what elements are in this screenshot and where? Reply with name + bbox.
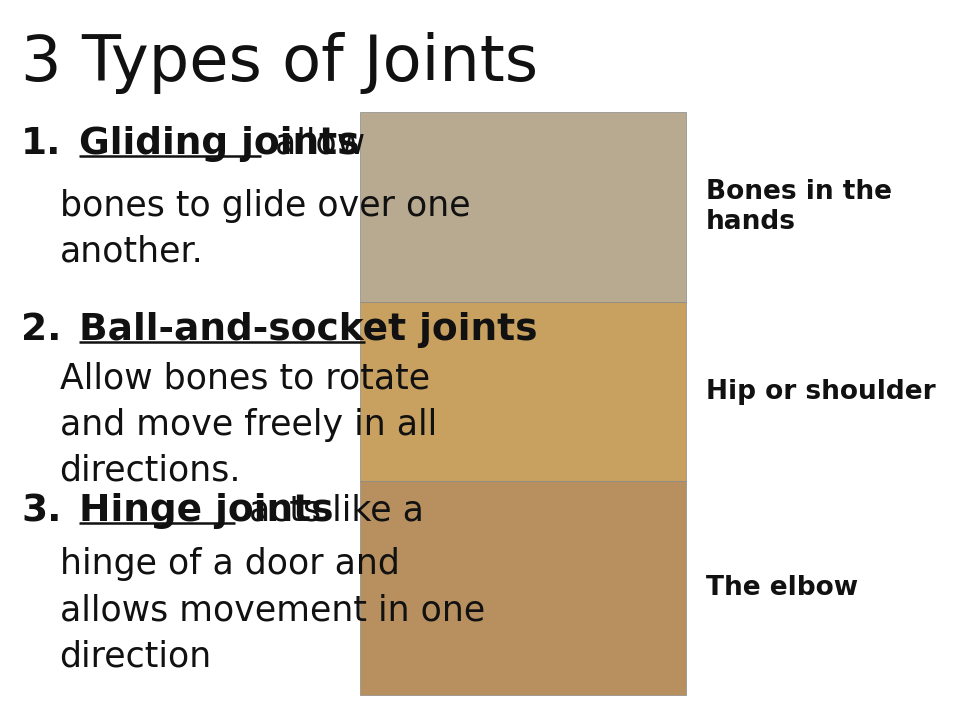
Text: allow: allow (264, 126, 365, 160)
Bar (360, 481, 686, 695)
Text: Bones in the
hands: Bones in the hands (706, 179, 892, 235)
Text: 1.: 1. (21, 126, 61, 162)
Text: bones to glide over one
another.: bones to glide over one another. (60, 189, 470, 269)
Text: Allow bones to rotate
and move freely in all
directions.: Allow bones to rotate and move freely in… (60, 361, 437, 487)
Text: The elbow: The elbow (706, 575, 857, 601)
Text: Ball-and-socket joints: Ball-and-socket joints (79, 312, 538, 348)
Text: 3 Types of Joints: 3 Types of Joints (21, 32, 539, 94)
Bar (360, 302, 686, 481)
Text: hinge of a door and
allows movement in one
direction: hinge of a door and allows movement in o… (60, 547, 485, 673)
Bar (360, 112, 686, 302)
Text: Gliding joints: Gliding joints (79, 126, 359, 162)
Text: Hinge joints: Hinge joints (79, 493, 333, 529)
Text: 2.: 2. (21, 312, 61, 348)
Text: acts like a: acts like a (238, 493, 423, 527)
Text: Hip or shoulder: Hip or shoulder (706, 379, 935, 405)
Text: 3.: 3. (21, 493, 61, 529)
